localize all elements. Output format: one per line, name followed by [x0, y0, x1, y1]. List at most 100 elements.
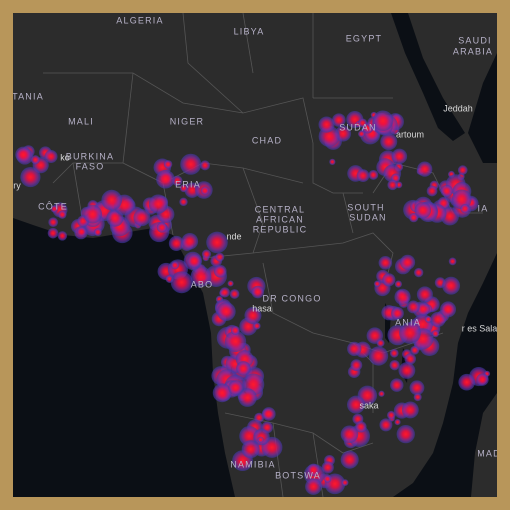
hotspot	[394, 288, 411, 305]
hotspot	[50, 205, 58, 213]
hotspot	[57, 231, 68, 241]
city-label: r es Salaa	[462, 323, 497, 333]
hotspot	[76, 226, 87, 237]
hotspot	[170, 271, 193, 294]
country-label: IA	[478, 203, 489, 213]
hotspot	[206, 231, 228, 254]
hotspot	[426, 185, 438, 197]
hotspot	[409, 380, 425, 396]
hotspot	[30, 155, 40, 165]
hotspot	[48, 217, 59, 228]
hotspot	[93, 228, 102, 237]
hotspot	[347, 341, 362, 356]
hotspot	[382, 273, 396, 287]
red-sea	[391, 13, 465, 141]
hotspot	[358, 130, 365, 138]
hotspot	[400, 254, 416, 270]
hotspot	[101, 189, 123, 211]
hotspot	[83, 204, 103, 224]
hotspot	[329, 158, 336, 165]
country-label: AFRICAN	[256, 214, 304, 224]
hotspot	[350, 359, 363, 372]
hotspot	[323, 475, 332, 483]
country-label: FASO	[76, 161, 105, 171]
hotspot	[179, 184, 188, 193]
hotspot	[148, 194, 168, 214]
hotspot	[179, 197, 188, 207]
hotspot	[251, 285, 265, 299]
hotspot	[212, 383, 232, 403]
country-label: TANIA	[13, 91, 44, 101]
hotspot	[341, 479, 349, 487]
hotspot	[229, 289, 240, 299]
hotspot	[224, 330, 247, 353]
hotspot	[305, 478, 322, 495]
hotspot	[227, 280, 234, 287]
city-label: artoum	[396, 129, 424, 139]
hotspot	[181, 233, 199, 250]
hotspot	[440, 184, 453, 198]
hotspot	[230, 325, 240, 335]
hotspot	[347, 395, 366, 414]
country-label: CHAD	[252, 135, 282, 145]
hotspot	[416, 286, 433, 303]
hotspot	[442, 276, 461, 295]
hotspot	[216, 302, 236, 321]
hotspot	[391, 306, 404, 320]
hotspot	[401, 401, 419, 419]
hotspot	[200, 160, 210, 171]
country-label: ERIA	[175, 179, 201, 189]
hotspot	[58, 210, 67, 219]
country-label: DR CONGO	[262, 293, 321, 303]
hotspot	[356, 169, 370, 183]
country-label: NIGER	[170, 116, 205, 126]
country-label: BURKINA	[66, 151, 114, 161]
hotspot	[355, 421, 367, 433]
country-label: MALI	[68, 116, 94, 126]
hotspot	[394, 280, 402, 288]
country-label: ABO	[191, 279, 214, 289]
hotspot	[396, 424, 415, 444]
hotspot	[389, 359, 400, 371]
hotspot	[253, 322, 261, 330]
hotspot	[20, 166, 41, 188]
hotspot	[156, 169, 175, 189]
country-label: ANIA	[395, 317, 421, 327]
hotspot	[378, 390, 385, 397]
hotspot	[458, 373, 476, 391]
hotspot	[379, 418, 393, 432]
city-label: hasa	[252, 303, 272, 313]
hotspot	[190, 266, 212, 287]
hotspot	[133, 209, 151, 227]
hotspot	[257, 436, 264, 443]
hotspot	[187, 254, 202, 269]
hotspot	[373, 280, 381, 288]
hotspot	[399, 322, 421, 344]
hotspot	[460, 204, 470, 214]
hotspot	[318, 116, 335, 133]
hotspot	[368, 169, 379, 180]
hotspot	[378, 255, 393, 270]
hotspot	[476, 373, 489, 386]
hotspot	[372, 110, 394, 131]
city-label: ko	[60, 152, 70, 162]
city-label: ry	[13, 180, 21, 190]
hotspot	[410, 345, 420, 355]
hotspot	[219, 287, 231, 298]
country-label: CÔTE	[38, 201, 68, 211]
city-label: nde	[226, 231, 241, 241]
city-label: Jeddah	[443, 103, 473, 113]
country-label: NAMIBIA	[230, 459, 275, 469]
hotspot	[213, 264, 227, 278]
hotspot	[414, 267, 424, 278]
hotspot	[236, 361, 251, 376]
hotspot	[457, 165, 468, 175]
hotspot	[215, 252, 225, 262]
hotspot	[391, 148, 408, 165]
hotspot	[15, 146, 32, 163]
hotspot	[340, 425, 359, 444]
lake	[385, 303, 409, 383]
